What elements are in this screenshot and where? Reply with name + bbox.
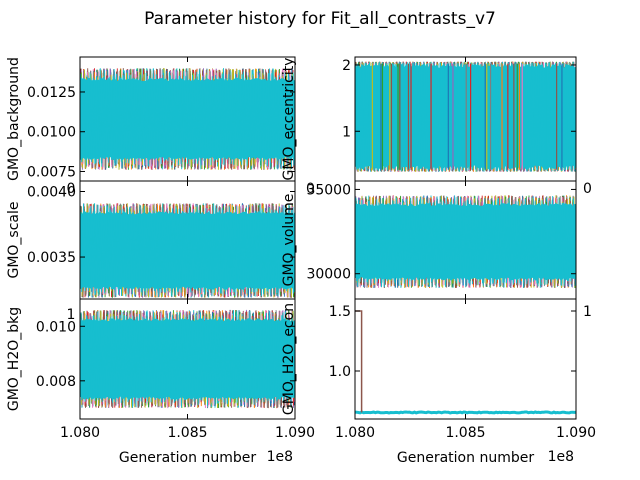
plot-area [355,61,576,172]
plot-area [80,309,295,409]
overlap-tick-label: 1 [67,307,76,323]
y-tick-label: 0.0035 [27,250,76,266]
x-axis-label: Generation number [119,450,256,466]
y-tick-label: 35000 [306,182,351,198]
y-axis-label: GMO_H2O_econ [281,303,297,415]
series-line [80,72,295,165]
y-tick-label: 1 [342,124,351,140]
plot-area [80,68,295,170]
y-tick-label: 0.0075 [27,164,76,180]
overlap-tick-label: 1 [583,304,592,320]
figure-title: Parameter history for Fit_all_contrasts_… [144,9,496,29]
overlap-tick-label: 0 [67,181,76,197]
series-line [355,199,576,285]
overlap-tick-label: 0 [583,181,592,197]
x-tick-label: 1.085 [167,425,207,441]
overlap-tick-label: 0 [306,181,315,197]
x-tick-label: 1.085 [445,425,485,441]
y-tick-label: 30000 [306,267,351,283]
series-line-initial [355,310,363,413]
plot-area [80,203,295,298]
x-axis-label: Generation number [397,450,534,466]
y-tick-label: 2 [342,58,351,74]
panel-GMO_eccentricity: 1 2 GMO_eccentricity [281,56,577,182]
series-line [80,207,295,294]
x-tick-label: 1.080 [335,425,375,441]
series-line [355,410,576,415]
x-offset-label: 1e8 [267,449,293,465]
y-axis-label: GMO_H2O_bkg [6,307,22,411]
x-tick-label: 1.080 [60,425,100,441]
x-tick-label: 1.090 [556,425,596,441]
panel-GMO_scale: 0.0035 0.0040 GMO_scale [6,180,296,300]
panel-GMO_background: 0.0075 0.0100 0.0125 GMO_background [6,56,296,182]
axes-frame [354,298,577,420]
panel-GMO_volume: 30000 35000 GMO_volume [281,180,577,300]
y-axis-label: GMO_scale [6,201,22,278]
y-tick-label: 0.0125 [27,85,76,101]
panel-GMO_H2O_econ: 1.0 1.5 1.080 1.085 1.090 1e8 Generation numbe… [281,298,596,466]
x-tick-label: 1.090 [275,425,315,441]
y-tick-label: 0.010 [36,319,76,335]
panel-GMO_H2O_bkg: 0.008 0.010 1.080 1.085 1.090 1e8 Generation n… [6,298,315,466]
y-axis-label: GMO_eccentricity [281,58,297,181]
y-tick-label: 1.5 [329,304,351,320]
plot-area [355,310,576,415]
plot-area [355,195,576,289]
y-tick-label: 1.0 [329,364,351,380]
y-axis-label: GMO_volume [281,194,297,287]
y-tick-label: 0.0100 [27,125,76,141]
x-offset-label: 1e8 [548,449,574,465]
y-tick-label: 0.008 [36,374,76,390]
y-axis-label: GMO_background [6,57,22,181]
y-tick-label: 0.0040 [27,184,76,200]
series-line [80,313,295,404]
